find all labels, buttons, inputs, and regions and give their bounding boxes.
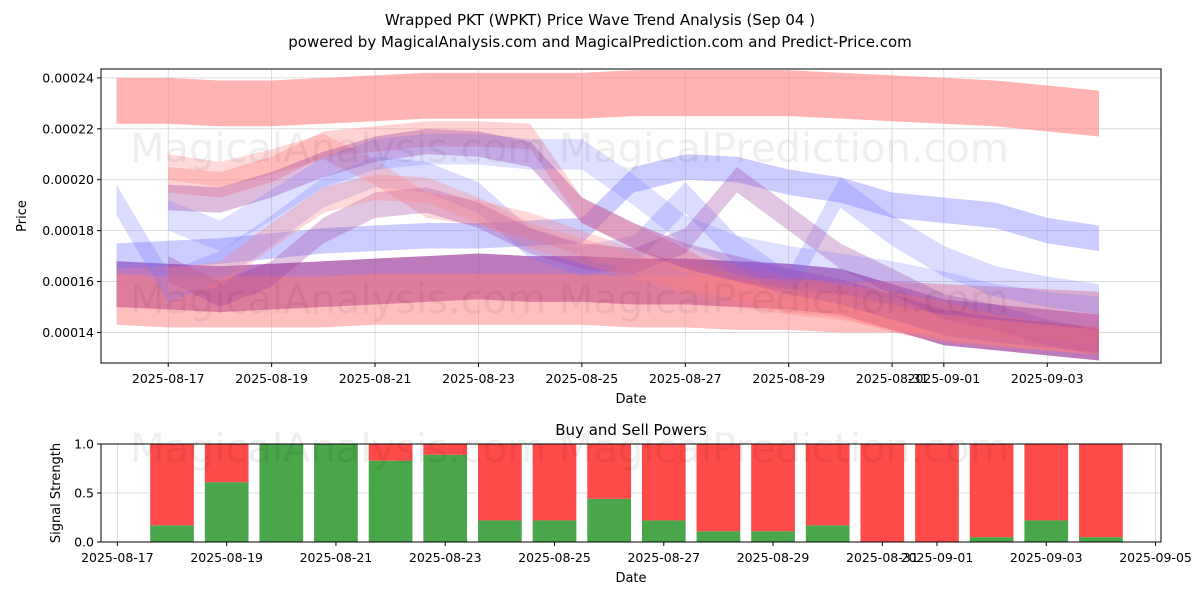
price-x-tick-label: 2025-08-27 [649,371,722,386]
buy-bar [423,454,468,542]
price-band-red-top-band [116,70,1099,137]
signal-x-tick-label: 2025-08-25 [518,550,591,565]
price-band-red-wave-c [168,174,1099,356]
signal-x-tick-label: 2025-08-31 [846,550,919,565]
buy-bar [204,482,249,542]
sell-bar [587,444,631,499]
price-x-ticks: 2025-08-17 2025-08-19 2025-08-21 2025-08-23… [132,363,1084,386]
price-y-tick-label: 0.00018 [42,223,94,238]
price-plot-frame [100,68,1162,364]
signal-x-tick-label: 2025-08-17 [81,550,154,565]
price-x-tick-label: 2025-08-19 [235,371,308,386]
sell-bar [1079,444,1123,538]
sell-bar [641,444,686,521]
signal-y-ticks: 0.0 0.5 1.0 [74,437,101,550]
price-x-tick-label: 2025-08-17 [132,371,205,386]
buy-bar [1079,537,1123,542]
sell-bar [478,444,522,521]
signal-bars [150,444,1123,542]
price-x-tick-label: 2025-08-21 [339,371,412,386]
sell-bar [969,444,1014,538]
buy-bar [259,444,304,542]
price-y-tick-label: 0.00022 [42,121,94,136]
signal-x-tick-label: 2025-08-19 [190,550,263,565]
signal-x-tick-label: 2025-08-23 [409,550,482,565]
sell-bar [915,444,959,542]
price-y-tick-label: 0.00014 [42,325,94,340]
price-x-tick-label: 2025-08-29 [752,371,825,386]
signal-x-tick-label: 2025-09-05 [1119,550,1192,565]
signal-x-label: Date [615,571,646,586]
sell-bar [696,444,741,532]
figure-title: Wrapped PKT (WPKT) Price Wave Trend Anal… [385,11,815,29]
price-bands [116,70,1099,361]
price-y-ticks: 0.00014 0.00016 0.00018 0.00020 0.00022 0.000… [42,70,101,340]
sell-bar [150,444,194,526]
price-x-tick-label: 2025-08-23 [442,371,515,386]
price-band-blue-band-a [116,154,1099,269]
buy-bar [314,444,358,542]
price-band-purple-wave-a [168,128,1099,353]
price-x-label: Date [615,392,646,407]
price-x-tick-label: 2025-09-03 [1011,371,1084,386]
sell-bar [204,444,249,483]
buy-bar [696,531,741,542]
signal-x-ticks: 2025-08-17 2025-08-19 2025-08-21 2025-08-23… [81,542,1192,565]
signal-y-label: Signal Strength [49,443,64,543]
signal-x-tick-label: 2025-09-03 [1010,550,1083,565]
price-band-purple-wave-b [168,167,1099,356]
buy-bar [532,520,577,542]
signal-y-tick-label: 1.0 [74,437,94,452]
price-band-red-bottom-band [116,273,1099,343]
price-y-tick-label: 0.00020 [42,172,94,187]
buy-bar [805,525,850,542]
buy-bar [751,531,795,542]
signal-chart-title: Buy and Sell Powers [555,421,707,439]
figure-subtitle: powered by MagicalAnalysis.com and Magic… [288,33,912,51]
watermark-bottom: MagicalAnalysis.com MagicalPrediction.co… [130,426,1009,472]
sell-bar [860,444,905,542]
signal-x-tick-label: 2025-08-29 [737,550,810,565]
price-x-tick-label: 2025-08-25 [546,371,619,386]
sell-bar [751,444,795,532]
signal-x-tick-label: 2025-08-27 [627,550,700,565]
price-band-red-wave-b [168,133,1099,356]
price-y-tick-label: 0.00016 [42,274,94,289]
buy-bar [641,520,686,542]
watermark-top: MagicalAnalysis.com MagicalPrediction.co… [130,126,1009,172]
sell-bar [368,444,413,461]
sell-bar [805,444,850,526]
price-band-blue-band-b [116,156,1099,315]
buy-bar [587,498,631,542]
price-y-label: Price [15,200,30,232]
buy-bar [368,460,413,542]
price-x-tick-label: 2025-08-31 [856,371,929,386]
sell-bar [1024,444,1069,521]
signal-y-tick-label: 0.5 [74,486,94,501]
signal-x-tick-label: 2025-08-21 [300,550,373,565]
sell-bar [532,444,577,521]
signal-x-tick-label: 2025-09-01 [901,550,974,565]
buy-bar [150,525,194,542]
buy-bar [478,520,522,542]
signal-chart: Buy and Sell Powers MagicalAnalysis.com … [49,421,1192,586]
buy-bar [1024,520,1069,542]
price-x-tick-label: 2025-09-01 [908,371,981,386]
signal-y-tick-label: 0.0 [74,535,94,550]
buy-bar [969,537,1014,542]
watermark-mid: MagicalAnalysis.com MagicalPrediction.co… [130,277,1009,323]
price-y-tick-label: 0.00024 [42,70,94,85]
price-chart: MagicalAnalysis.com MagicalPrediction.co… [15,68,1162,407]
price-band-red-wave-a [168,121,1099,353]
sell-bar [423,444,468,455]
price-band-blue-band-c [168,133,1099,328]
